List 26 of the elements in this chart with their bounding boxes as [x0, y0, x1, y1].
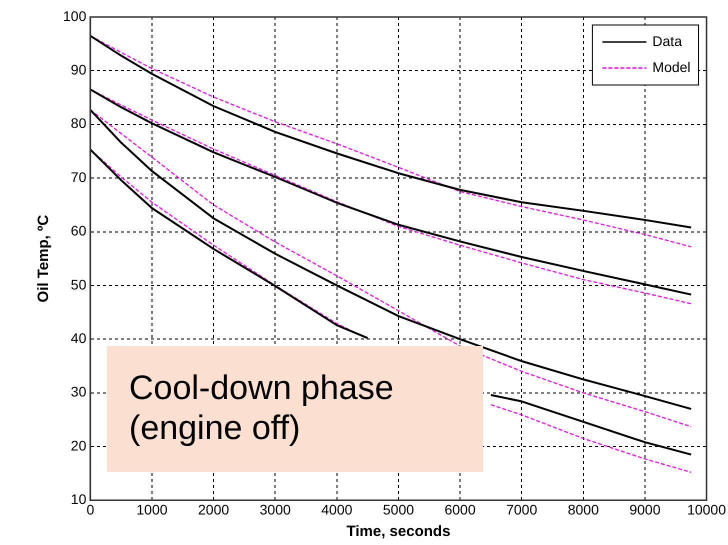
- x-tick-label: 2000: [198, 501, 230, 518]
- legend-label: Data: [652, 32, 682, 49]
- y-tick-label: 50: [70, 276, 87, 292]
- y-tick-label: 60: [70, 222, 87, 239]
- x-tick-label: 4000: [321, 501, 353, 518]
- y-tick-label: 10: [70, 491, 87, 508]
- y-tick-label: 40: [70, 330, 87, 346]
- x-tick-label: 0: [86, 501, 94, 518]
- y-tick-label: 90: [70, 62, 87, 78]
- callout-box: Cool-down phase (engine off): [107, 346, 483, 472]
- x-axis-title: Time, seconds: [346, 523, 450, 540]
- x-tick-label: 5000: [382, 501, 414, 518]
- y-tick-label: 20: [70, 437, 87, 454]
- x-tick-label: 9000: [629, 501, 661, 518]
- x-tick-label: 6000: [444, 501, 476, 518]
- x-tick-label: 10000: [687, 501, 726, 518]
- y-tick-label: 100: [63, 8, 87, 24]
- x-tick-label: 7000: [506, 501, 538, 518]
- x-tick-label: 3000: [260, 501, 291, 518]
- legend-label: Model: [652, 58, 691, 75]
- y-tick-label: 30: [70, 384, 87, 400]
- y-axis-title: Oil Temp, ºC: [35, 214, 52, 302]
- x-tick-label: 8000: [568, 501, 600, 518]
- y-tick-label: 80: [70, 115, 87, 132]
- x-tick-label: 1000: [136, 501, 168, 518]
- y-tick-label: 70: [70, 168, 87, 185]
